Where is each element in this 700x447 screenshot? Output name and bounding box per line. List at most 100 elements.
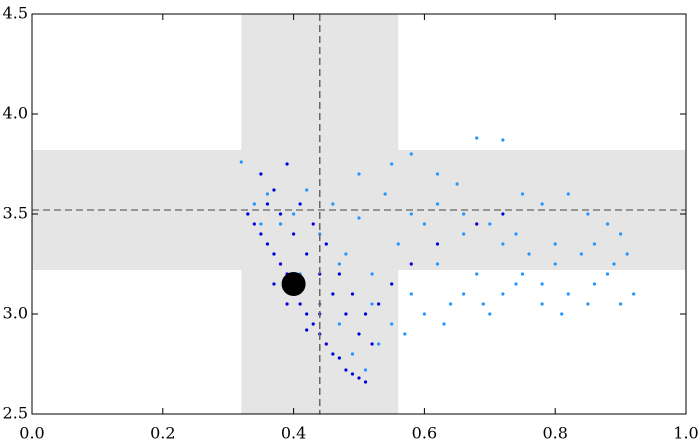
point bbox=[462, 212, 466, 216]
point bbox=[475, 222, 479, 226]
point bbox=[553, 262, 557, 266]
point bbox=[377, 342, 381, 346]
point bbox=[501, 212, 505, 216]
point bbox=[501, 242, 505, 246]
point bbox=[363, 368, 368, 372]
point bbox=[409, 292, 413, 296]
point bbox=[422, 312, 426, 316]
point bbox=[520, 272, 525, 276]
point bbox=[305, 312, 309, 316]
point bbox=[344, 368, 348, 372]
point bbox=[520, 192, 525, 196]
point bbox=[409, 212, 413, 216]
point bbox=[337, 322, 341, 326]
point bbox=[344, 312, 348, 316]
point bbox=[475, 272, 479, 276]
point bbox=[462, 292, 466, 296]
point bbox=[278, 212, 283, 216]
point bbox=[435, 202, 440, 206]
point bbox=[298, 202, 302, 206]
point bbox=[324, 342, 328, 346]
point bbox=[390, 282, 394, 286]
x-tick-label: 0.0 bbox=[19, 424, 44, 443]
point bbox=[612, 262, 616, 266]
y-tick-label: 3.0 bbox=[3, 304, 28, 323]
point bbox=[298, 302, 302, 306]
point bbox=[311, 322, 315, 326]
point bbox=[619, 302, 623, 306]
point bbox=[540, 202, 544, 206]
point bbox=[363, 312, 368, 316]
point bbox=[527, 252, 531, 256]
x-tick-label: 1.0 bbox=[673, 424, 698, 443]
point bbox=[605, 272, 610, 276]
point bbox=[396, 242, 400, 246]
y-tick-label: 2.5 bbox=[3, 404, 28, 423]
point bbox=[370, 272, 374, 276]
point bbox=[435, 172, 440, 176]
point bbox=[305, 252, 309, 256]
point bbox=[455, 182, 459, 186]
point bbox=[311, 222, 315, 226]
point bbox=[305, 188, 309, 192]
point bbox=[579, 252, 583, 256]
point bbox=[501, 292, 505, 296]
point bbox=[239, 160, 243, 164]
point bbox=[259, 232, 263, 236]
point bbox=[259, 222, 263, 226]
point bbox=[292, 212, 296, 216]
point bbox=[619, 232, 623, 236]
point bbox=[390, 162, 394, 166]
point bbox=[501, 138, 505, 142]
point bbox=[488, 222, 492, 226]
point bbox=[350, 352, 355, 356]
point bbox=[481, 302, 485, 306]
point bbox=[625, 252, 629, 256]
point bbox=[462, 232, 466, 236]
point bbox=[475, 136, 479, 140]
point bbox=[350, 372, 355, 376]
point bbox=[514, 232, 518, 236]
x-tick-label: 0.6 bbox=[412, 424, 437, 443]
point bbox=[403, 332, 407, 336]
point bbox=[560, 312, 564, 316]
point bbox=[331, 292, 335, 296]
point bbox=[605, 222, 610, 226]
point bbox=[337, 272, 341, 276]
point bbox=[252, 202, 256, 206]
point bbox=[246, 212, 250, 216]
point bbox=[357, 332, 361, 336]
point bbox=[448, 302, 453, 306]
point bbox=[337, 262, 341, 266]
point bbox=[409, 152, 413, 156]
y-tick-label: 3.5 bbox=[3, 204, 28, 223]
point bbox=[272, 282, 276, 286]
point bbox=[272, 188, 276, 192]
point bbox=[331, 352, 335, 356]
y-tick-label: 4.0 bbox=[3, 104, 28, 123]
point bbox=[409, 262, 413, 266]
point bbox=[514, 282, 518, 286]
point bbox=[324, 242, 328, 246]
point bbox=[422, 222, 426, 226]
x-tick-label: 0.8 bbox=[542, 424, 567, 443]
point bbox=[363, 380, 368, 384]
point bbox=[586, 302, 590, 306]
point bbox=[377, 302, 381, 306]
point bbox=[344, 252, 348, 256]
point bbox=[265, 242, 270, 246]
x-tick-label: 0.2 bbox=[150, 424, 175, 443]
point bbox=[632, 292, 636, 296]
point bbox=[553, 242, 557, 246]
point bbox=[278, 222, 283, 226]
point bbox=[488, 312, 492, 316]
point bbox=[566, 292, 570, 296]
point bbox=[337, 356, 341, 360]
point bbox=[292, 232, 296, 236]
x-tick-label: 0.4 bbox=[281, 424, 306, 443]
point bbox=[265, 192, 270, 196]
point bbox=[305, 328, 309, 332]
point bbox=[370, 302, 374, 306]
point bbox=[540, 282, 544, 286]
